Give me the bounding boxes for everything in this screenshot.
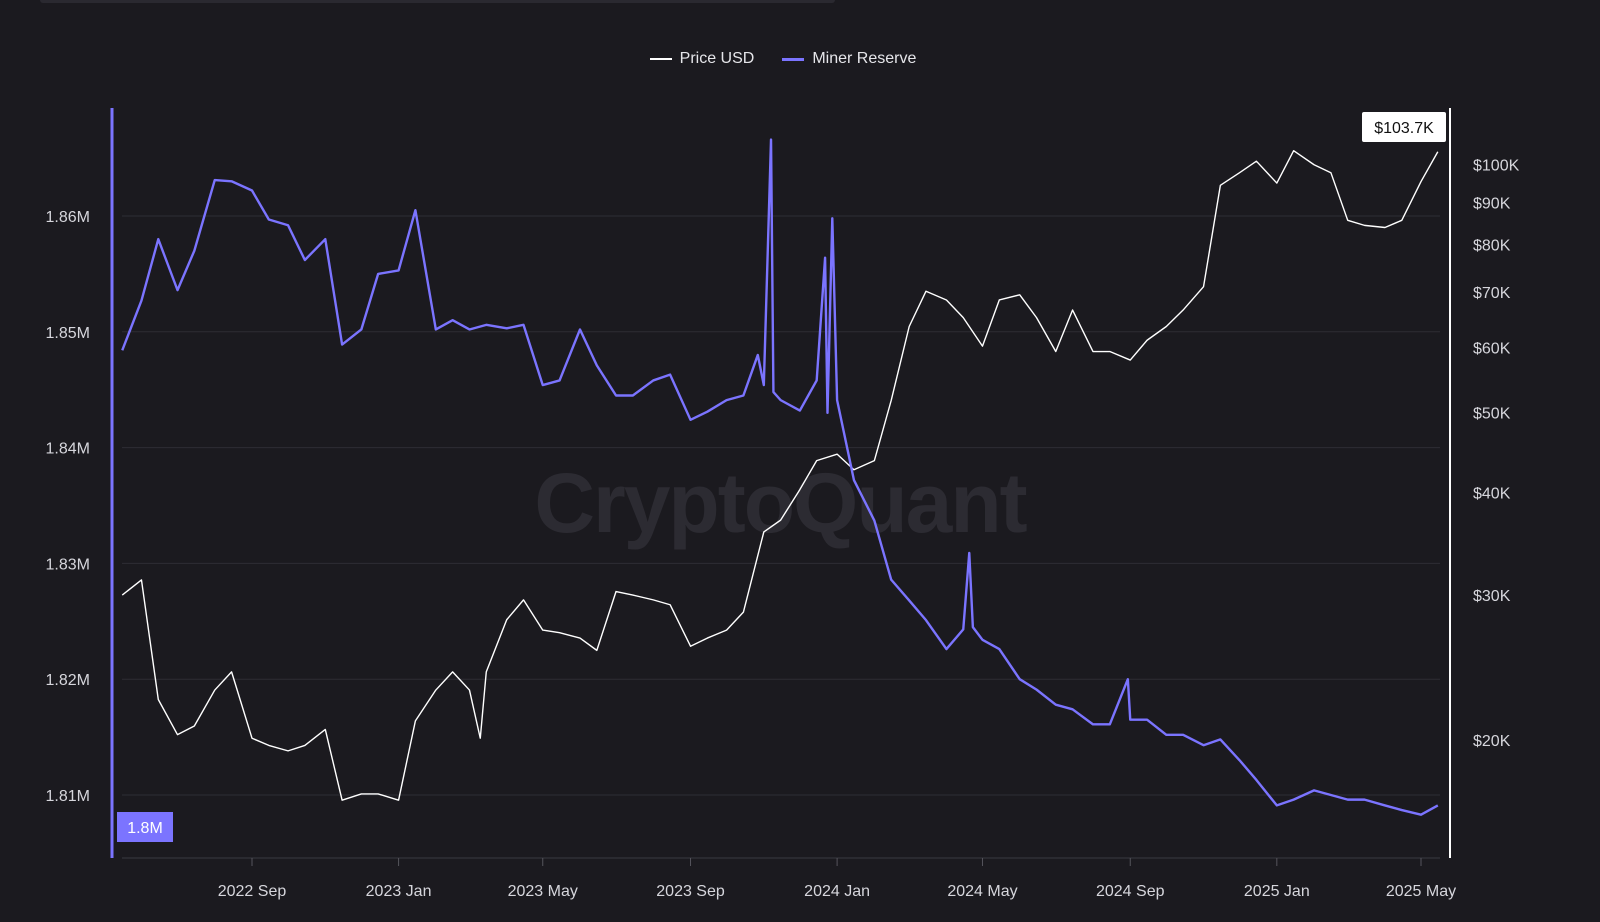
reserve-line — [121, 138, 1439, 816]
x-axis-tick-label: 2024 Sep — [1096, 883, 1165, 900]
legend-item-price[interactable]: Price USD — [649, 50, 755, 68]
x-axis-tick-label: 2025 Jan — [1244, 883, 1310, 900]
reserve-current-badge — [117, 812, 173, 842]
price-current-value: $103.7K — [1374, 120, 1434, 137]
right-axis-tick-label: $60K — [1473, 340, 1511, 357]
x-axis-tick-label: 2024 May — [947, 883, 1017, 900]
legend-reserve-label: Miner Reserve — [812, 50, 917, 67]
legend: Price USD Miner Reserve — [0, 50, 1566, 68]
left-axis-tick-label: 1.81M — [46, 788, 90, 805]
watermark: CryptoQuant — [534, 456, 1026, 550]
legend-item-reserve[interactable]: Miner Reserve — [782, 50, 916, 68]
right-axis-tick-label: $30K — [1473, 588, 1511, 605]
right-axis-tick-label: $40K — [1473, 485, 1511, 502]
price-current-badge — [1362, 112, 1446, 142]
right-axis-tick-label: $100K — [1473, 158, 1520, 175]
x-axis-tick-label: 2023 Jan — [366, 883, 432, 900]
left-axis-tick-label: 1.84M — [46, 441, 90, 458]
reserve-current-value: 1.8M — [127, 820, 163, 837]
price-line — [121, 150, 1439, 801]
left-axis-tick-label: 1.82M — [46, 672, 90, 689]
x-axis-tick-label: 2025 May — [1386, 883, 1456, 900]
right-axis-tick-label: $90K — [1473, 195, 1511, 212]
legend-price-label: Price USD — [679, 50, 755, 67]
price-swatch — [649, 58, 672, 60]
right-axis-tick-label: $20K — [1473, 733, 1511, 750]
left-axis-tick-label: 1.83M — [46, 556, 90, 573]
left-axis-tick-label: 1.86M — [46, 209, 90, 226]
x-axis-tick-label: 2023 May — [508, 883, 578, 900]
x-axis-tick-label: 2022 Sep — [218, 883, 287, 900]
reserve-swatch — [782, 57, 805, 61]
left-axis-tick-label: 1.85M — [46, 325, 90, 342]
top-scrollbar[interactable] — [40, 0, 835, 3]
x-axis-tick-label: 2024 Jan — [804, 883, 870, 900]
right-axis-tick-label: $70K — [1473, 285, 1511, 302]
right-axis-tick-label: $50K — [1473, 405, 1511, 422]
right-axis-tick-label: $80K — [1473, 238, 1511, 255]
x-axis-tick-label: 2023 Sep — [656, 883, 725, 900]
